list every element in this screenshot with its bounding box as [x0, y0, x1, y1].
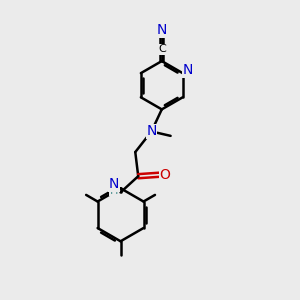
Text: N: N [146, 124, 157, 138]
Text: N: N [157, 23, 167, 37]
Text: H: H [110, 186, 118, 196]
Text: O: O [159, 168, 170, 182]
Text: N: N [183, 63, 194, 77]
Text: C: C [158, 44, 166, 54]
Text: N: N [109, 177, 119, 191]
